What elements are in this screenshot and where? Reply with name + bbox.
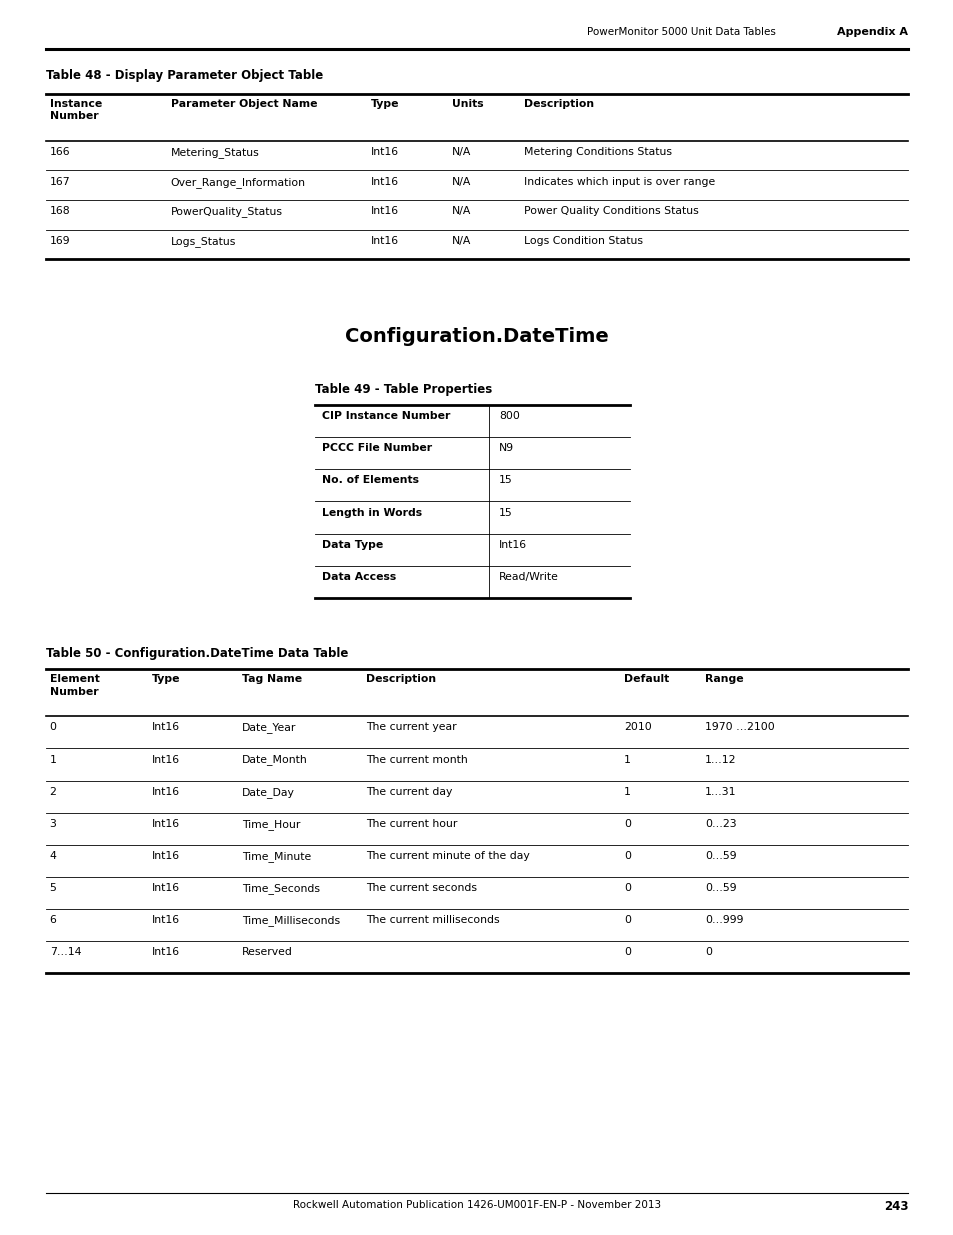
Text: Description: Description: [523, 99, 594, 109]
Text: The current milliseconds: The current milliseconds: [366, 915, 499, 925]
Text: 0: 0: [623, 915, 630, 925]
Text: 243: 243: [882, 1200, 907, 1214]
Text: Default: Default: [623, 674, 668, 684]
Text: The current hour: The current hour: [366, 819, 457, 829]
Text: The current month: The current month: [366, 755, 468, 764]
Text: 1: 1: [623, 755, 630, 764]
Text: 169: 169: [50, 236, 71, 246]
Text: Range: Range: [704, 674, 742, 684]
Text: Int16: Int16: [371, 236, 398, 246]
Text: Int16: Int16: [152, 851, 179, 861]
Text: Parameter Object Name: Parameter Object Name: [171, 99, 317, 109]
Text: 0: 0: [704, 947, 711, 957]
Text: 0: 0: [623, 819, 630, 829]
Text: Int16: Int16: [152, 787, 179, 797]
Text: Table 50 - Configuration.DateTime Data Table: Table 50 - Configuration.DateTime Data T…: [46, 647, 348, 661]
Text: Reserved: Reserved: [242, 947, 293, 957]
Text: 5: 5: [50, 883, 56, 893]
Text: N/A: N/A: [452, 147, 471, 157]
Text: Metering Conditions Status: Metering Conditions Status: [523, 147, 671, 157]
Text: 1: 1: [623, 787, 630, 797]
Text: Int16: Int16: [371, 206, 398, 216]
Text: Power Quality Conditions Status: Power Quality Conditions Status: [523, 206, 698, 216]
Text: Configuration.DateTime: Configuration.DateTime: [345, 327, 608, 346]
Text: Date_Month: Date_Month: [242, 755, 308, 766]
Text: 0…59: 0…59: [704, 851, 736, 861]
Text: Data Access: Data Access: [322, 572, 396, 582]
Text: Over_Range_Information: Over_Range_Information: [171, 177, 306, 188]
Text: Description: Description: [366, 674, 436, 684]
Text: Rockwell Automation Publication 1426-UM001F-EN-P - November 2013: Rockwell Automation Publication 1426-UM0…: [293, 1200, 660, 1210]
Text: Length in Words: Length in Words: [322, 508, 422, 517]
Text: PowerMonitor 5000 Unit Data Tables: PowerMonitor 5000 Unit Data Tables: [586, 27, 775, 37]
Text: Indicates which input is over range: Indicates which input is over range: [523, 177, 714, 186]
Text: N9: N9: [498, 443, 514, 453]
Text: Element
Number: Element Number: [50, 674, 99, 697]
Text: Date_Year: Date_Year: [242, 722, 296, 734]
Text: The current seconds: The current seconds: [366, 883, 476, 893]
Text: 7…14: 7…14: [50, 947, 81, 957]
Text: 0…23: 0…23: [704, 819, 736, 829]
Text: Metering_Status: Metering_Status: [171, 147, 259, 158]
Text: Instance
Number: Instance Number: [50, 99, 102, 121]
Text: Time_Seconds: Time_Seconds: [242, 883, 320, 894]
Text: Read/Write: Read/Write: [498, 572, 558, 582]
Text: No. of Elements: No. of Elements: [322, 475, 419, 485]
Text: Date_Day: Date_Day: [242, 787, 294, 798]
Text: The current year: The current year: [366, 722, 456, 732]
Text: 0: 0: [50, 722, 56, 732]
Text: Appendix A: Appendix A: [837, 27, 907, 37]
Text: Int16: Int16: [152, 915, 179, 925]
Text: 6: 6: [50, 915, 56, 925]
Text: 1…31: 1…31: [704, 787, 736, 797]
Text: 0: 0: [623, 851, 630, 861]
Text: Type: Type: [371, 99, 399, 109]
Text: Int16: Int16: [371, 177, 398, 186]
Text: N/A: N/A: [452, 177, 471, 186]
Text: Int16: Int16: [152, 819, 179, 829]
Text: CIP Instance Number: CIP Instance Number: [322, 411, 451, 421]
Text: 166: 166: [50, 147, 71, 157]
Text: 1: 1: [50, 755, 56, 764]
Text: Logs_Status: Logs_Status: [171, 236, 236, 247]
Text: Time_Minute: Time_Minute: [242, 851, 312, 862]
Text: 1…12: 1…12: [704, 755, 736, 764]
Text: 4: 4: [50, 851, 56, 861]
Text: Int16: Int16: [152, 883, 179, 893]
Text: PowerQuality_Status: PowerQuality_Status: [171, 206, 282, 217]
Text: Table 48 - Display Parameter Object Table: Table 48 - Display Parameter Object Tabl…: [46, 69, 323, 83]
Text: Data Type: Data Type: [322, 540, 383, 550]
Text: 3: 3: [50, 819, 56, 829]
Text: 15: 15: [498, 475, 512, 485]
Text: Units: Units: [452, 99, 483, 109]
Text: 0…59: 0…59: [704, 883, 736, 893]
Text: 0: 0: [623, 947, 630, 957]
Text: Time_Hour: Time_Hour: [242, 819, 300, 830]
Text: Int16: Int16: [498, 540, 526, 550]
Text: Int16: Int16: [152, 947, 179, 957]
Text: 0: 0: [623, 883, 630, 893]
Text: Tag Name: Tag Name: [242, 674, 302, 684]
Text: Table 49 - Table Properties: Table 49 - Table Properties: [314, 383, 492, 396]
Text: Type: Type: [152, 674, 180, 684]
Text: Logs Condition Status: Logs Condition Status: [523, 236, 642, 246]
Text: The current day: The current day: [366, 787, 453, 797]
Text: The current minute of the day: The current minute of the day: [366, 851, 530, 861]
Text: 2: 2: [50, 787, 56, 797]
Text: 0…999: 0…999: [704, 915, 742, 925]
Text: Int16: Int16: [371, 147, 398, 157]
Text: 2010: 2010: [623, 722, 651, 732]
Text: 168: 168: [50, 206, 71, 216]
Text: 167: 167: [50, 177, 71, 186]
Text: 15: 15: [498, 508, 512, 517]
Text: N/A: N/A: [452, 206, 471, 216]
Text: N/A: N/A: [452, 236, 471, 246]
Text: Time_Milliseconds: Time_Milliseconds: [242, 915, 340, 926]
Text: 800: 800: [498, 411, 519, 421]
Text: Int16: Int16: [152, 755, 179, 764]
Text: 1970 …2100: 1970 …2100: [704, 722, 774, 732]
Text: PCCC File Number: PCCC File Number: [322, 443, 432, 453]
Text: Int16: Int16: [152, 722, 179, 732]
